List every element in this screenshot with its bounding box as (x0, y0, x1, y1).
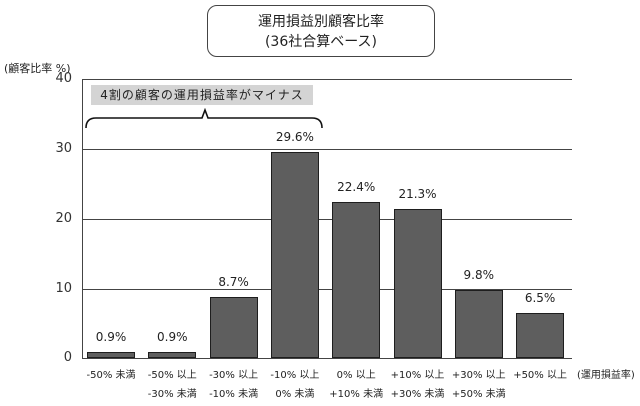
category-label: 0% 以上 +10% 未満 (323, 366, 389, 404)
category-label-line2: -30% 未満 (147, 389, 197, 400)
category-label-line1: +50% 以上 (513, 370, 567, 381)
category-label-line1: -50% 以上 (147, 370, 197, 381)
value-label: 29.6% (275, 129, 314, 144)
value-label: 22.4% (337, 179, 376, 194)
category-label-line2: +10% 未満 (329, 389, 384, 400)
category-label: +50% 以上 (507, 366, 573, 385)
y-tick-0: 0 (63, 350, 72, 365)
bar-1 (148, 351, 197, 358)
category-label-line2: +30% 未満 (390, 389, 445, 400)
bar-0 (87, 351, 135, 358)
gridline-10 (82, 289, 572, 290)
annotation-label: 4割の顧客の運用損益率がマイナス (91, 85, 313, 105)
bar-5 (393, 209, 442, 358)
category-label: -30% 以上 -10% 未満 (201, 366, 267, 404)
category-label: -10% 以上 0% 未満 (262, 366, 328, 404)
category-label: +10% 以上 +30% 未満 (385, 366, 451, 404)
bar-4 (332, 201, 381, 358)
y-axis-line (82, 79, 83, 358)
y-tick-10: 10 (55, 281, 72, 296)
y-tick-30: 30 (55, 141, 72, 156)
value-label: 9.8% (463, 267, 495, 282)
gridline-20 (82, 219, 572, 220)
category-label-line2: +50% 未満 (451, 389, 506, 400)
chart-subtitle: (36社合算ベース) (264, 34, 378, 50)
category-label: +30% 以上 +50% 未満 (446, 366, 512, 404)
bar-6 (454, 289, 503, 358)
category-label-line1: -50% 未満 (86, 370, 136, 381)
category-label-line1: +30% 以上 (451, 370, 506, 381)
x-axis-line (82, 358, 572, 359)
y-axis-label: (顧客比率 %) (4, 62, 71, 75)
value-label: 8.7% (218, 275, 249, 290)
category-label: -50% 以上 -30% 未満 (139, 366, 205, 404)
value-label: 0.9% (157, 329, 188, 344)
category-label-line2: 0% 未満 (275, 389, 315, 400)
category-label: -50% 未満 (78, 366, 144, 385)
bar-2 (209, 297, 258, 358)
bar-3 (270, 151, 319, 358)
plot-area (82, 79, 572, 359)
y-tick-20: 20 (55, 211, 72, 226)
gridline-30 (82, 149, 572, 150)
chart-title-box: 運用損益別顧客比率 (36社合算ベース) (207, 5, 435, 57)
value-label: 0.9% (95, 329, 127, 344)
brace-icon (85, 108, 323, 129)
bar-7 (516, 312, 565, 358)
category-label-line2: -10% 未満 (209, 389, 259, 400)
chart-title: 運用損益別顧客比率 (258, 14, 384, 30)
y-tick-40: 40 (55, 71, 72, 86)
category-label-line1: -10% 以上 (270, 370, 320, 381)
category-label-line1: -30% 以上 (209, 370, 259, 381)
value-label: 6.5% (524, 290, 556, 305)
category-label-line1: +10% 以上 (390, 370, 445, 381)
gridline-40 (82, 79, 572, 80)
value-label: 21.3% (398, 187, 437, 202)
x-axis-label: (運用損益率) (577, 370, 635, 381)
category-label-line1: 0% 以上 (336, 370, 376, 381)
